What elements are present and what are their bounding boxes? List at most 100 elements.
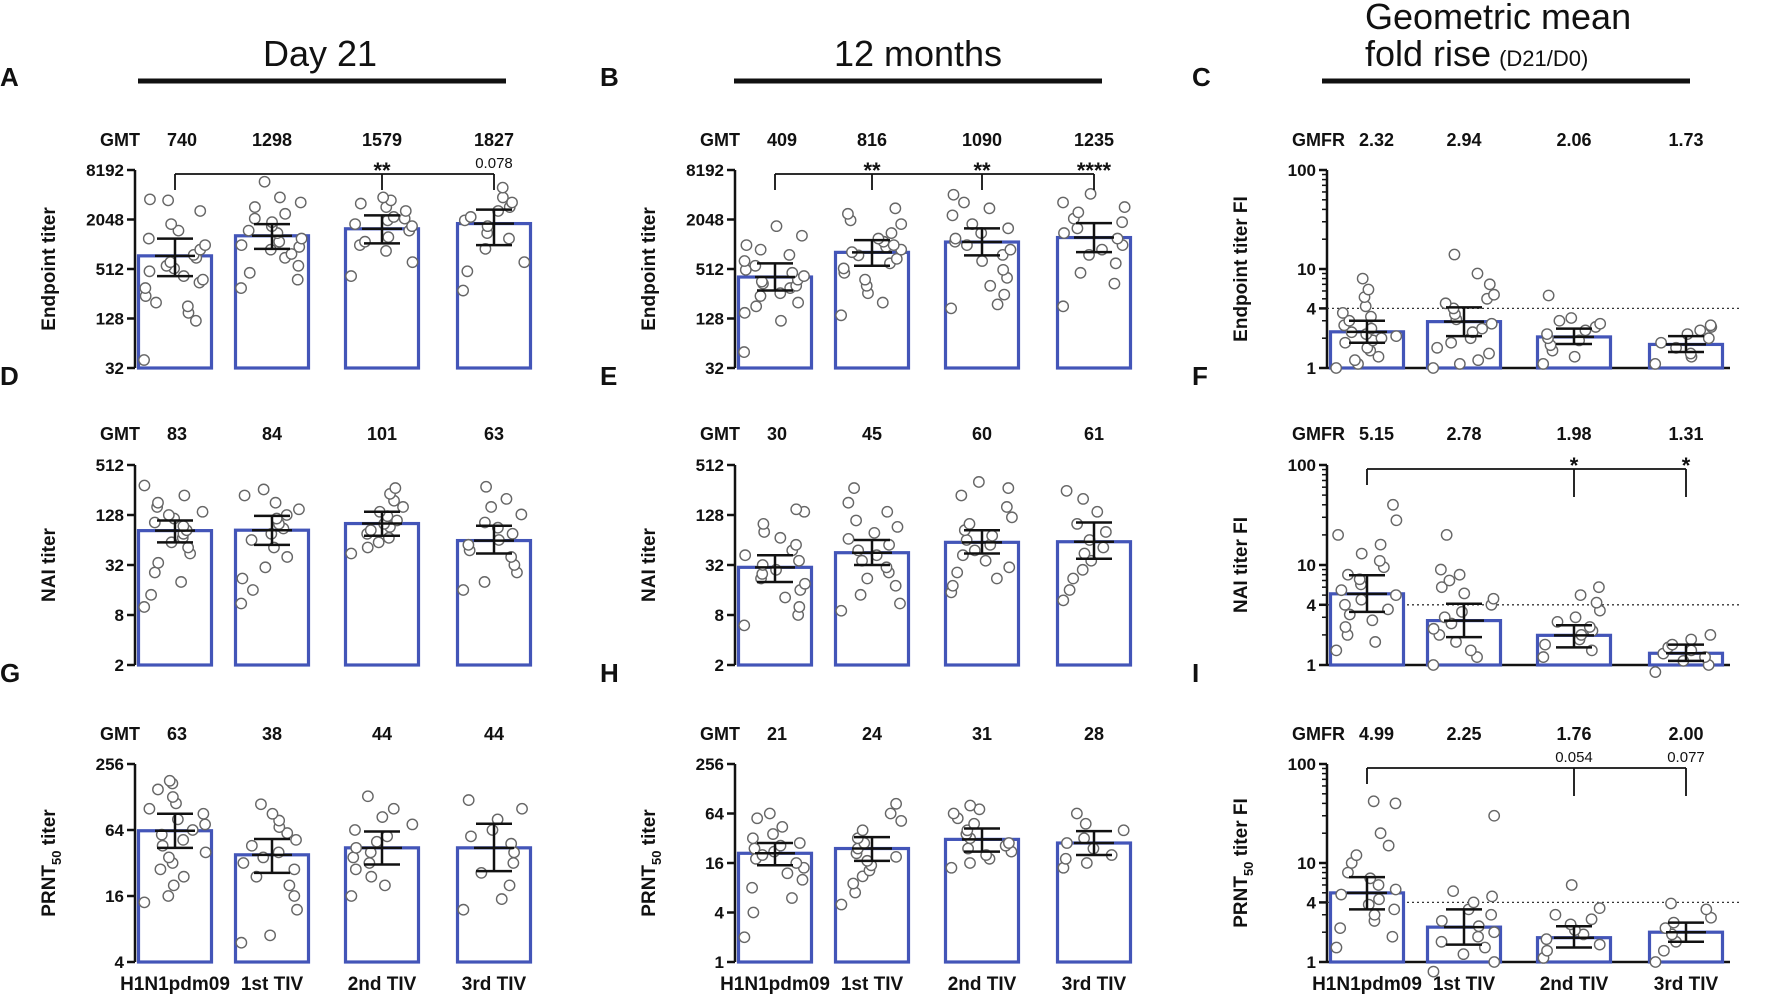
y-axis-label-main: PRNT: [639, 865, 660, 917]
data-point: [1079, 817, 1092, 830]
data-point: [1339, 598, 1351, 611]
y-axis-label-main: PRNT: [1231, 876, 1252, 928]
data-point: [148, 566, 161, 579]
data-point: [382, 231, 395, 244]
header-day21: Day 21: [263, 33, 377, 74]
data-point: [835, 604, 848, 617]
y-tick-label: 4: [715, 904, 725, 923]
stat-label: GMFR: [1292, 724, 1345, 744]
data-point: [1486, 890, 1498, 903]
data-point: [248, 212, 261, 225]
data-point: [370, 835, 383, 848]
data-point: [889, 202, 902, 215]
y-tick-label: 100: [1288, 161, 1316, 180]
data-point: [288, 890, 301, 902]
y-axis-label-main: NAI titer: [639, 527, 660, 602]
data-point: [960, 534, 973, 546]
data-point: [237, 857, 250, 869]
data-point: [258, 175, 271, 188]
y-axis-label-main: NAI titer FI: [1231, 517, 1252, 613]
data-point: [291, 903, 303, 916]
data-point: [152, 556, 165, 569]
data-point: [1080, 857, 1093, 869]
x-tick-label: 2nd TIV: [948, 974, 1017, 995]
data-point: [1485, 317, 1498, 330]
data-point: [872, 232, 885, 245]
data-point: [1431, 341, 1444, 354]
stat-value: 2.78: [1446, 424, 1481, 444]
y-axis-label-tail: titer: [39, 809, 60, 851]
data-point: [955, 489, 968, 502]
stat-label: GMFR: [1292, 424, 1345, 444]
data-point: [1464, 644, 1477, 657]
stat-value: 31: [972, 724, 992, 744]
data-point: [947, 807, 960, 820]
data-point: [1434, 563, 1447, 576]
error-bar: [474, 822, 514, 873]
data-point: [972, 476, 985, 488]
y-axis-label-tail: titer: [639, 809, 660, 851]
panel-letter: E: [600, 361, 617, 391]
data-point: [238, 489, 251, 502]
data-point: [1372, 350, 1385, 363]
y-axis-label: Endpoint titer FI: [1231, 196, 1252, 342]
panel-letter: I: [1192, 658, 1199, 688]
significance-mark: **: [863, 158, 881, 183]
y-tick-label: 32: [705, 556, 724, 575]
stat-value: 28: [1084, 724, 1104, 744]
data-point: [887, 239, 900, 251]
data-point: [1367, 795, 1380, 808]
x-tick-label: 3rd TIV: [1654, 974, 1719, 995]
error-bar: [962, 827, 1002, 853]
data-point: [138, 601, 151, 613]
data-point: [1472, 354, 1485, 367]
data-point: [790, 503, 803, 516]
data-point: [345, 890, 358, 902]
data-point: [350, 841, 363, 854]
data-point: [986, 529, 999, 542]
data-point: [1685, 633, 1698, 646]
data-point: [895, 218, 908, 231]
data-point: [1332, 528, 1344, 541]
data-point: [1488, 926, 1501, 939]
data-point: [779, 591, 792, 604]
y-tick-label: 256: [96, 755, 124, 774]
data-point: [387, 211, 400, 223]
data-point: [475, 866, 488, 879]
error-bar: [252, 837, 292, 875]
data-point: [382, 531, 395, 544]
y-tick-label: 4: [1307, 299, 1317, 318]
data-point: [345, 270, 357, 282]
error-bar: [1347, 319, 1387, 344]
data-point: [1078, 547, 1091, 560]
data-point: [1077, 493, 1090, 505]
data-point: [1427, 659, 1440, 671]
data-point: [842, 532, 855, 545]
data-point: [1374, 827, 1387, 840]
data-point: [1390, 330, 1403, 343]
data-point: [266, 807, 279, 820]
data-point: [850, 514, 862, 527]
error-bar: [1666, 643, 1706, 663]
data-point: [248, 201, 261, 213]
y-tick-label: 8192: [86, 161, 124, 180]
stat-value: 816: [857, 130, 887, 150]
data-point: [1004, 243, 1017, 256]
panel-letter: B: [600, 62, 619, 92]
data-point: [1569, 611, 1582, 624]
data-point: [1435, 915, 1448, 927]
data-point: [747, 906, 760, 919]
data-point: [461, 265, 474, 278]
significance-bracket: ** ** ****: [774, 158, 1112, 190]
data-point: [245, 839, 258, 852]
data-point: [283, 879, 296, 892]
y-axis-label: Endpoint titer: [39, 207, 60, 331]
data-point: [486, 824, 499, 836]
data-point: [738, 619, 751, 632]
data-point: [1541, 944, 1553, 957]
data-point: [964, 857, 976, 869]
y-axis-label-sub: 50: [49, 850, 64, 864]
data-point: [861, 572, 874, 585]
y-tick-label: 10: [1297, 260, 1316, 279]
data-point: [1549, 908, 1562, 921]
